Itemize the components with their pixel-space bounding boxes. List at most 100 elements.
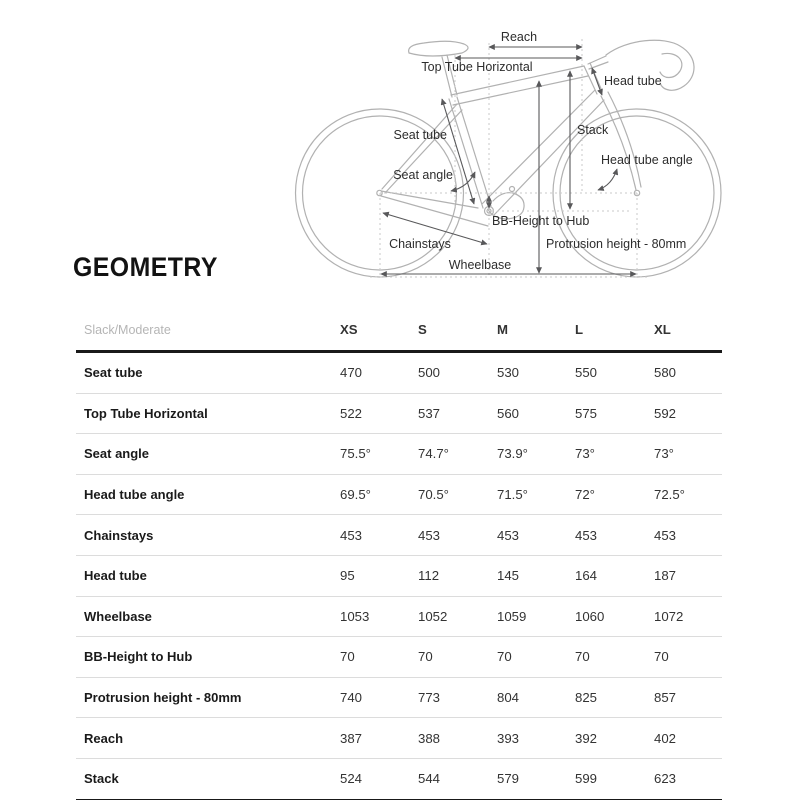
row-label: Top Tube Horizontal [84,405,208,421]
row-value: 393 [497,730,520,746]
table-row: Top Tube Horizontal 522 537 560 575 592 [76,393,722,434]
row-value: 623 [654,771,677,787]
diagram-label-protrusion: Protrusion height - 80mm [546,237,686,251]
table-row: Reach 387 388 393 392 402 [76,718,722,759]
head-tube-arrow [591,67,603,96]
row-value: 453 [340,527,363,543]
size-header: M [497,309,575,353]
row-value: 599 [575,771,598,787]
row-value: 1052 [418,608,448,624]
row-value: 95 [340,568,355,584]
row-value: 537 [418,405,441,421]
table-row: Protrusion height - 80mm 740 773 804 825 857 [76,677,722,718]
row-value: 70 [654,649,669,665]
row-value: 70.5° [418,487,449,503]
geometry-table-wrap: Slack/Moderate XS S M L XL Seat tube 470 500 53… [76,309,722,800]
row-value: 387 [340,730,363,746]
diagram-label-chainstays: Chainstays [389,237,451,251]
row-value: 70 [340,649,355,665]
down-tube-lines [481,89,605,216]
seat-angle-arc [450,171,476,193]
diagram-labels: Reach Top Tube Horizontal Head tube Seat… [389,30,693,272]
diagram-label-head-tube: Head tube [604,74,662,88]
diagram-label-seat-angle: Seat angle [393,168,453,182]
row-value: 530 [497,365,520,381]
row-value: 112 [418,568,440,584]
row-label: Head tube angle [84,487,185,503]
row-value: 592 [654,405,677,421]
handlebar-outer [605,39,695,91]
row-value: 804 [497,690,520,706]
row-value: 70 [418,649,433,665]
row-value: 187 [654,568,677,584]
row-label: Seat angle [84,446,150,462]
diagram-label-seat-tube: Seat tube [393,128,447,142]
pivot-circle [508,185,516,193]
row-value: 453 [497,527,520,543]
size-header: XL [654,309,722,353]
row-value: 73° [654,446,674,462]
size-header: S [418,309,497,353]
row-value: 500 [418,365,441,381]
row-value: 72° [575,487,595,503]
row-value: 522 [340,405,363,421]
geometry-table: Slack/Moderate XS S M L XL Seat tube 470 500 53… [76,309,722,800]
row-value: 71.5° [497,487,528,503]
row-label: Seat tube [84,365,143,381]
row-value: 579 [497,771,520,787]
row-value: 453 [418,527,441,543]
table-header-variant: Slack/Moderate [76,309,340,353]
seat-post-lines [441,54,458,98]
row-value: 164 [575,568,598,584]
row-value: 73° [575,446,595,462]
row-value: 580 [654,365,677,381]
head-tube-angle-arc [597,168,619,191]
page-title: GEOMETRY [73,252,218,282]
diagram-label-head-tube-angle: Head tube angle [601,153,693,167]
row-label: Head tube [84,568,147,584]
row-value: 74.7° [418,446,449,462]
row-value: 857 [654,690,677,706]
chainstays-arrow [382,211,488,246]
table-row: Head tube 95 112 145 164 187 [76,555,722,597]
row-label: Wheelbase [84,608,152,624]
row-value: 773 [418,690,441,706]
table-row: Seat angle 75.5° 74.7° 73.9° 73° 73° [76,434,722,475]
row-value: 825 [575,690,598,706]
row-value: 145 [497,568,520,584]
diagram-label-wheelbase: Wheelbase [449,258,512,272]
row-value: 1053 [340,608,370,624]
row-value: 1072 [654,608,684,624]
row-value: 1059 [497,608,527,624]
dimension-arrows [380,44,637,277]
table-row: Head tube angle 69.5° 70.5° 71.5° 72° 72.5° [76,474,722,515]
row-value: 453 [654,527,677,543]
top-tube-lines [450,65,589,106]
row-value: 392 [575,730,598,746]
size-header: L [575,309,654,353]
geometry-table-body: Seat tube 470 500 530 550 580 Top Tube Horizon… [76,352,722,800]
size-header: XS [340,309,418,353]
diagram-label-reach: Reach [501,30,537,44]
diagram-label-stack: Stack [577,123,609,137]
row-value: 560 [497,405,520,421]
size-header-row: Slack/Moderate XS S M L XL [76,309,722,353]
row-value: 453 [575,527,598,543]
row-value: 70 [575,649,590,665]
bike-geometry-diagram: Reach Top Tube Horizontal Head tube Seat… [294,30,722,278]
row-label: Reach [84,730,124,746]
table-row: Stack 524 544 579 599 623 [76,758,722,799]
row-value: 544 [418,771,441,787]
table-row: Chainstays 453 453 453 453 453 [76,515,722,556]
row-value: 70 [497,649,512,665]
row-label: BB-Height to Hub [84,649,193,665]
row-value: 524 [340,771,363,787]
row-label: Chainstays [84,527,154,543]
table-row: Wheelbase 1053 1052 1059 1060 1072 [76,596,722,637]
handlebar-inner [659,52,683,79]
row-value: 72.5° [654,487,685,503]
row-value: 1060 [575,608,605,624]
fork-lines [600,91,642,191]
stem-lines [587,55,609,70]
